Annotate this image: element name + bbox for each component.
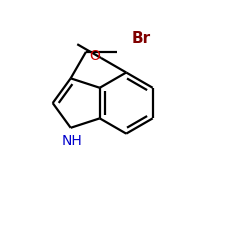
Text: NH: NH (62, 134, 82, 148)
Text: Br: Br (131, 31, 150, 46)
Text: O: O (89, 49, 100, 63)
